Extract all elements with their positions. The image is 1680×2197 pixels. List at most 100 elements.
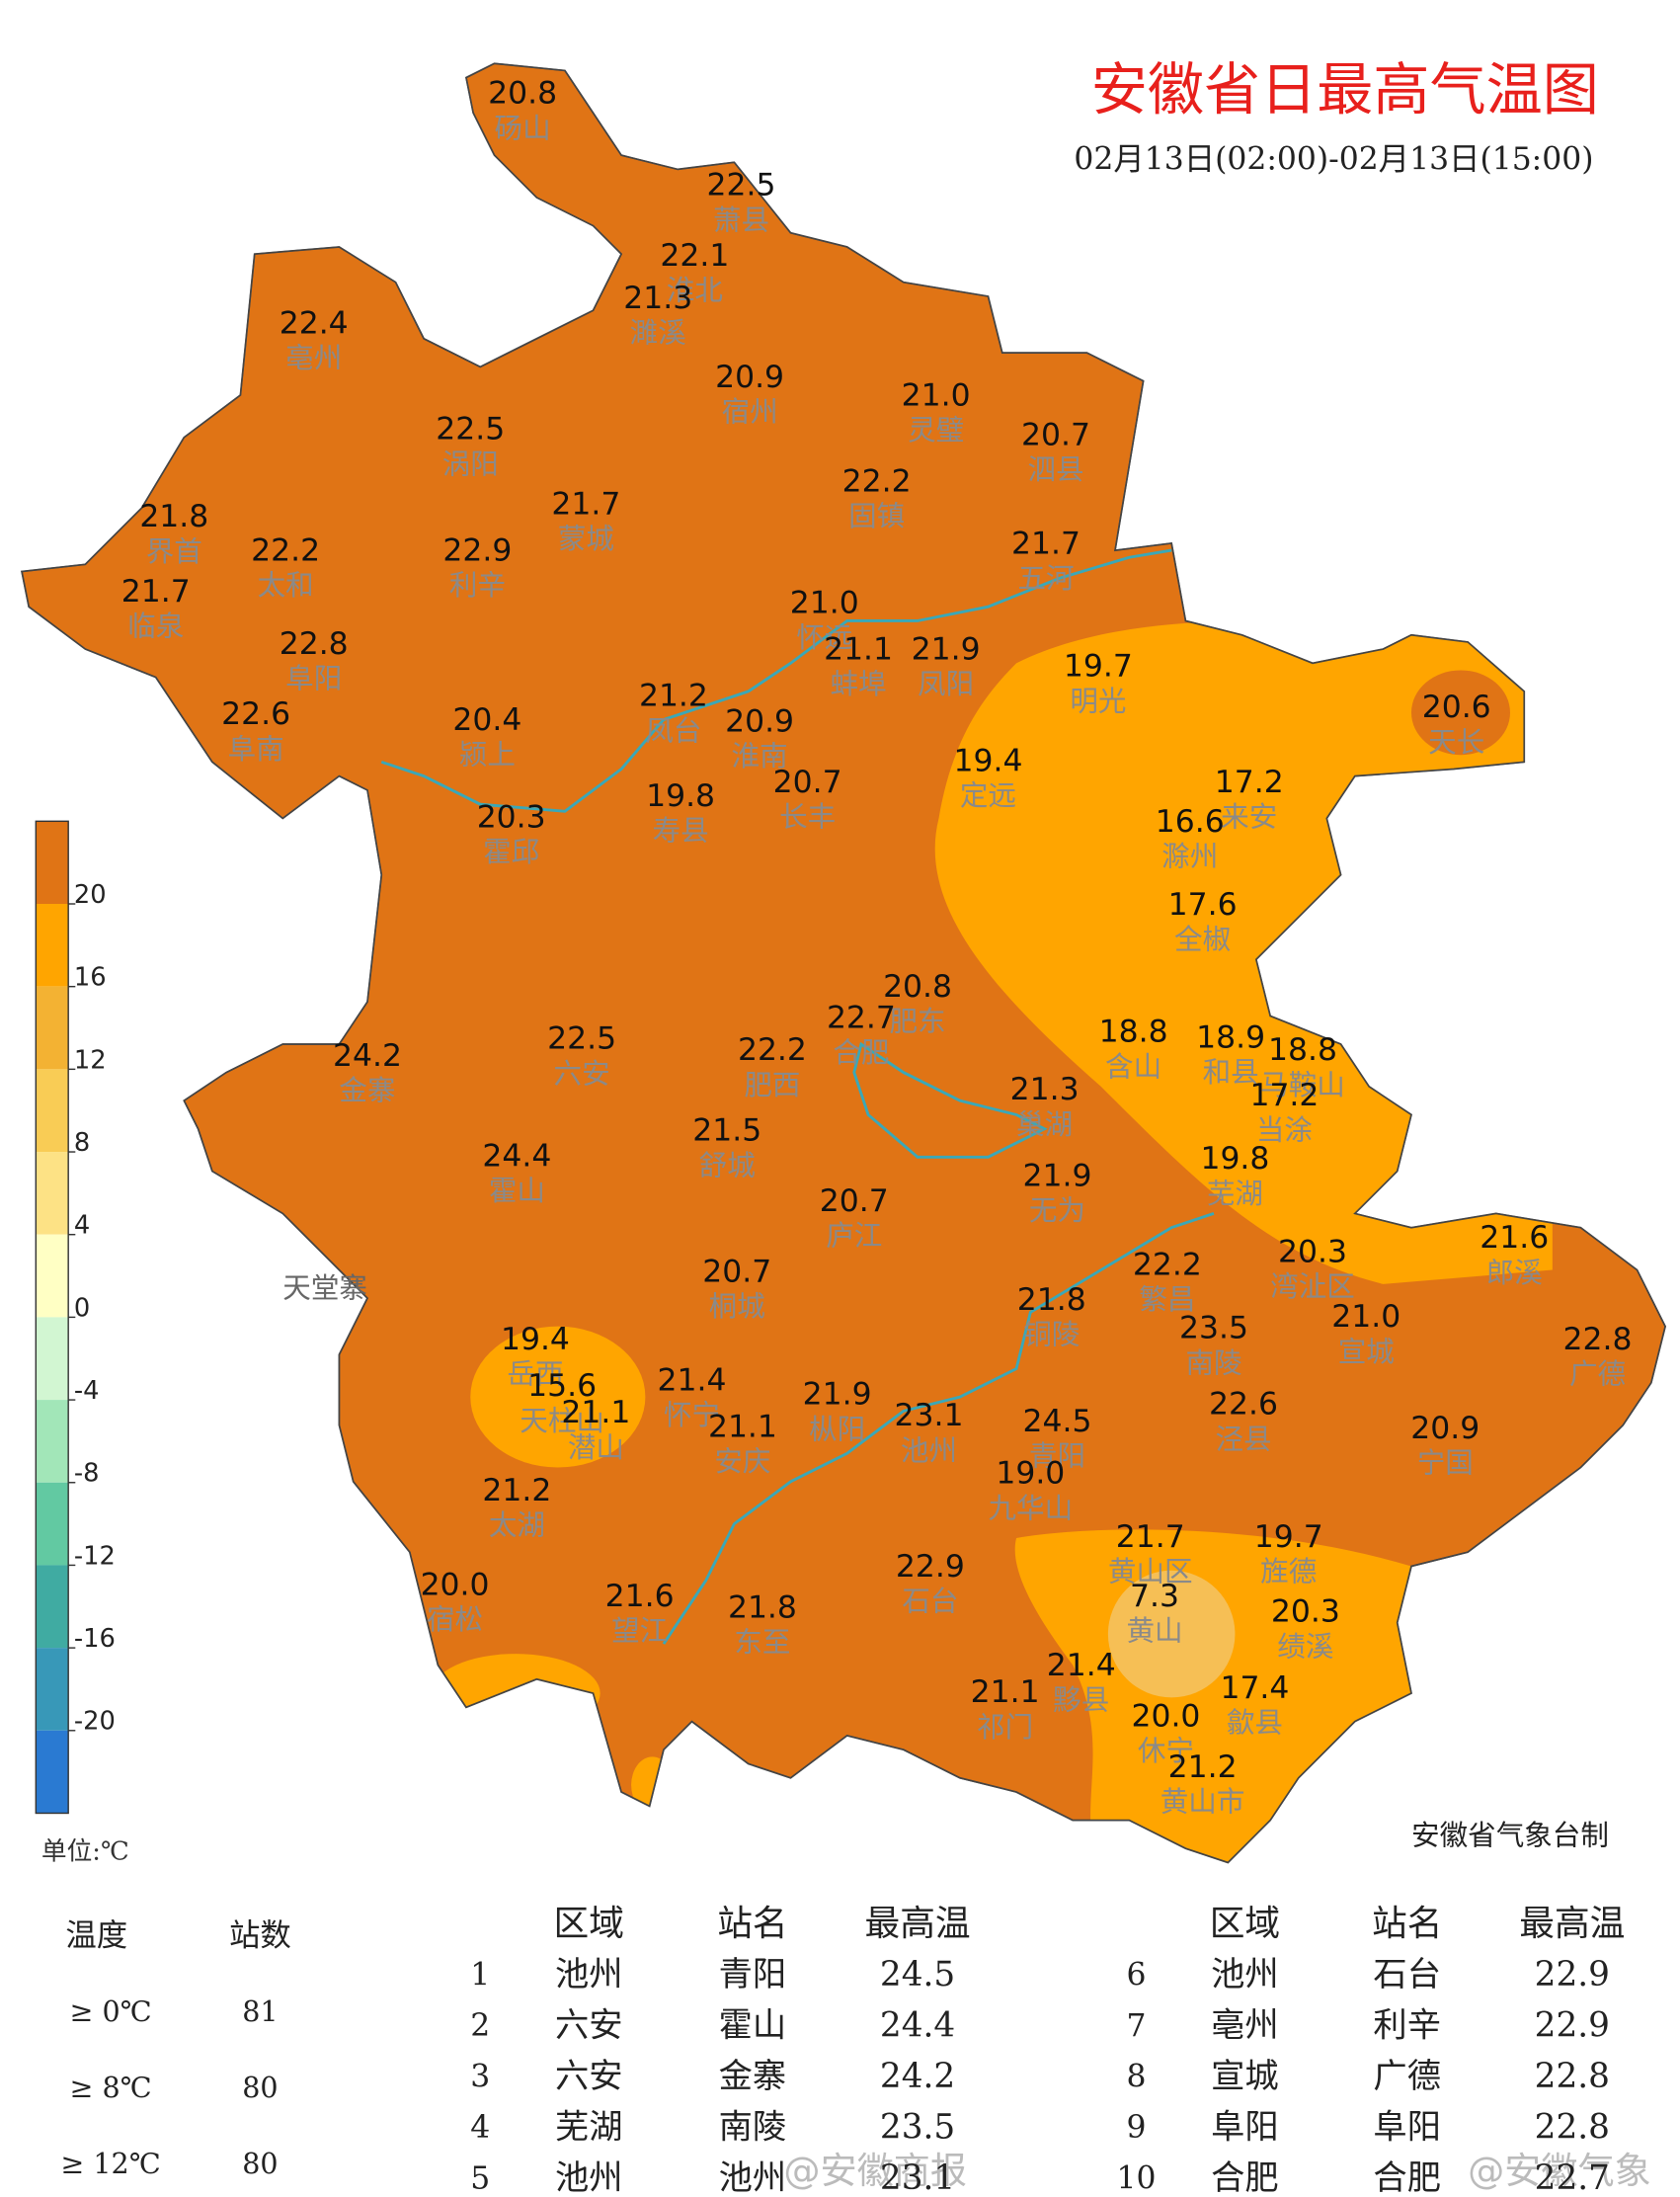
ranking-cell: 池州 <box>555 2158 623 2197</box>
station-name: 潜山 <box>568 1430 624 1464</box>
station-name: 安庆 <box>714 1444 770 1478</box>
station-value: 15.6 <box>527 1368 597 1404</box>
legend-swatch <box>36 986 69 1070</box>
ranking-header: 区域 <box>1210 1904 1280 1944</box>
place-label: 天堂寨 <box>282 1271 367 1305</box>
station-name: 六安 <box>554 1056 610 1090</box>
station-value: 20.8 <box>883 969 952 1005</box>
station-value: 22.8 <box>1563 1322 1633 1357</box>
ranking-cell: 池州 <box>1211 1955 1279 1994</box>
station-value: 22.7 <box>827 1000 896 1035</box>
station-value: 23.1 <box>895 1398 964 1433</box>
ranking-cell: 利辛 <box>1373 2006 1441 2046</box>
zone <box>470 1326 646 1468</box>
station-value: 21.7 <box>1116 1519 1185 1555</box>
station-name: 滁州 <box>1161 839 1218 872</box>
station-value: 20.7 <box>773 765 842 800</box>
station-name: 黄山 <box>1126 1614 1182 1648</box>
zone <box>1410 670 1510 756</box>
station-value: 21.1 <box>971 1674 1040 1710</box>
station-name: 寿县 <box>653 814 709 848</box>
legend-swatch <box>36 821 69 905</box>
station-value: 20.6 <box>1422 690 1491 725</box>
legend-tick-label: -8 <box>74 1459 100 1489</box>
ranking-cell: 22.8 <box>1535 2107 1610 2147</box>
legend-swatch <box>36 1648 69 1731</box>
station-name: 岳西 <box>507 1357 563 1391</box>
station-name: 青阳 <box>1029 1439 1085 1473</box>
station-value: 20.9 <box>1410 1411 1480 1446</box>
station-value: 21.7 <box>1011 526 1080 561</box>
station-name: 郎溪 <box>1486 1256 1543 1289</box>
ranking-cell: 合肥 <box>1373 2158 1441 2197</box>
station-value: 21.7 <box>121 574 191 610</box>
ranking-cell: 芜湖 <box>555 2107 623 2147</box>
station-value: 21.3 <box>1010 1072 1080 1107</box>
station-name: 歙县 <box>1227 1705 1283 1739</box>
ranking-cell: 青阳 <box>719 1955 787 1994</box>
zone <box>631 1756 674 1814</box>
station-value: 20.7 <box>702 1254 771 1289</box>
station-name: 休宁 <box>1138 1734 1194 1767</box>
station-value: 18.9 <box>1196 1019 1265 1055</box>
station-name: 舒城 <box>699 1148 756 1181</box>
station-name: 凤阳 <box>918 667 974 700</box>
station-value: 20.0 <box>421 1568 490 1603</box>
ranking-cell: 24.5 <box>880 1955 955 1994</box>
station-name: 宿州 <box>722 395 778 429</box>
station-value: 21.1 <box>561 1395 630 1430</box>
station-name: 霍山 <box>489 1174 545 1207</box>
title: 安徽省日最高气温图 <box>1091 58 1599 123</box>
station-value: 18.8 <box>1099 1015 1168 1050</box>
station-value: 20.3 <box>477 799 546 835</box>
station-name: 濉溪 <box>630 316 686 350</box>
ranking-rank: 8 <box>1126 2060 1146 2095</box>
ranking-cell: 22.9 <box>1535 2006 1610 2046</box>
legend-tick-label: -20 <box>74 1707 116 1737</box>
station-name: 芜湖 <box>1207 1177 1263 1210</box>
station-name: 肥东 <box>890 1005 946 1038</box>
ranking-cell: 霍山 <box>719 2006 787 2046</box>
ranking-rank: 5 <box>470 2160 490 2196</box>
station-name: 黟县 <box>1053 1683 1109 1717</box>
legend-swatch <box>36 1234 69 1318</box>
station-name: 马鞍山 <box>1260 1068 1345 1101</box>
station-name: 定远 <box>960 778 1016 812</box>
legend-tick-label: -16 <box>74 1624 116 1654</box>
ranking-cell: 池州 <box>555 1955 623 1994</box>
legend-tick-label: -12 <box>74 1541 116 1571</box>
station-value: 21.5 <box>692 1113 761 1149</box>
station-name: 庐江 <box>826 1219 882 1253</box>
station-name: 明光 <box>1070 684 1126 717</box>
ranking-rank: 6 <box>1126 1958 1146 1994</box>
ranking-rank: 2 <box>470 2008 490 2044</box>
station-name: 广德 <box>1569 1357 1626 1391</box>
station-value: 22.2 <box>842 464 912 500</box>
station-name: 铜陵 <box>1023 1318 1080 1351</box>
stats-cell: 80 <box>242 2071 278 2104</box>
credit: 安徽省气象台制 <box>1411 1818 1609 1851</box>
station-name: 天柱山 <box>520 1404 604 1437</box>
station-value: 21.2 <box>1168 1749 1238 1785</box>
station-name: 繁昌 <box>1139 1282 1195 1316</box>
station-value: 21.8 <box>728 1589 797 1625</box>
station-name: 望江 <box>611 1614 668 1648</box>
station-value: 22.4 <box>280 306 349 342</box>
dynamic: 砀山20.8萧县22.5淮北22.1濉溪21.3亳州22.4宿州20.9灵璧21… <box>35 76 1633 2197</box>
station-value: 19.7 <box>1064 649 1133 685</box>
station-value: 21.1 <box>824 631 893 667</box>
stats-cell: ≥ 8℃ <box>69 2071 151 2104</box>
station-value: 20.3 <box>1271 1594 1340 1630</box>
station-value: 21.2 <box>482 1473 551 1508</box>
station-name: 蚌埠 <box>831 667 887 700</box>
station-name: 宣城 <box>1338 1335 1395 1368</box>
station-name: 湾沚区 <box>1270 1269 1355 1303</box>
stats-cell: 80 <box>242 2147 278 2180</box>
station-value: 21.9 <box>912 631 981 667</box>
station-value: 21.6 <box>1480 1220 1549 1256</box>
station-value: 22.2 <box>251 532 320 568</box>
legend-swatch <box>36 1069 69 1153</box>
ranking-cell: 22.8 <box>1535 2057 1610 2096</box>
